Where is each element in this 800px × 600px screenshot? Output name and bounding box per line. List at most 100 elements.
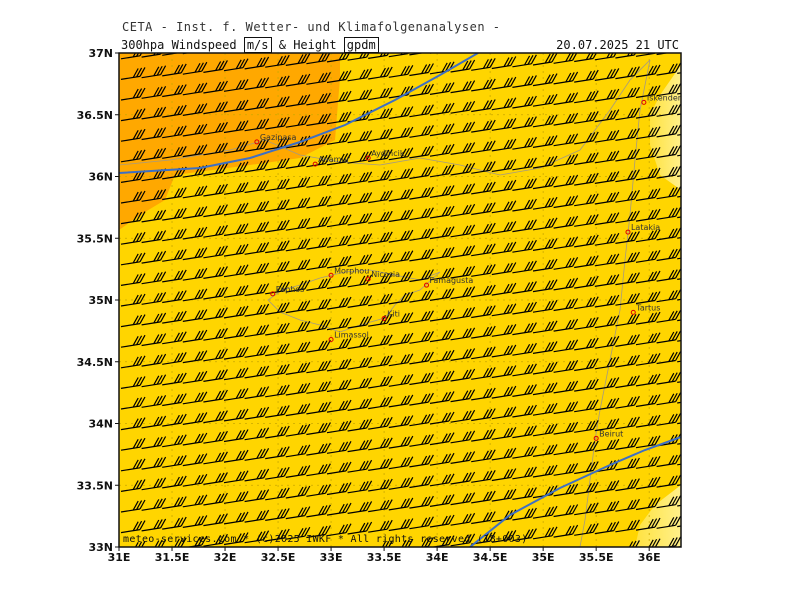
wind-barb xyxy=(574,337,599,351)
wind-barb xyxy=(182,473,208,487)
wind-barb xyxy=(368,272,393,286)
wind-barb xyxy=(429,205,455,219)
wind-barb xyxy=(532,402,558,416)
wind-barb xyxy=(203,121,228,135)
wind-barb xyxy=(656,104,681,117)
wind-barb xyxy=(491,159,517,173)
wind-barb xyxy=(471,470,496,483)
wind-barb xyxy=(285,73,311,87)
wind-barb xyxy=(594,232,620,246)
wind-barb xyxy=(594,274,620,287)
wind-barb xyxy=(141,333,167,347)
y-tick-label: 34.5N xyxy=(77,356,113,369)
wind-barb xyxy=(120,53,143,60)
wind-barb xyxy=(491,262,517,276)
wind-barb xyxy=(512,425,537,439)
wind-barb xyxy=(656,124,681,138)
wind-barb xyxy=(532,382,558,396)
wind-barb xyxy=(471,367,496,380)
wind-barb xyxy=(594,212,620,226)
wind-barb xyxy=(574,90,599,104)
y-tick-label: 36.5N xyxy=(77,109,113,122)
wind-barb xyxy=(553,483,579,497)
wind-barb xyxy=(141,498,167,511)
wind-barb xyxy=(512,95,537,109)
wind-barb xyxy=(512,487,537,500)
wind-barb xyxy=(512,404,537,418)
wind-barb xyxy=(368,519,393,533)
wind-barb xyxy=(409,228,434,241)
wind-barb xyxy=(162,207,187,221)
wind-barb xyxy=(615,86,640,100)
wind-barb xyxy=(223,140,249,154)
wind-barb xyxy=(223,58,249,72)
wind-barb xyxy=(409,454,434,468)
wind-barb xyxy=(512,363,537,377)
wind-barb xyxy=(635,229,661,243)
wind-barb xyxy=(120,252,146,266)
wind-barb xyxy=(141,456,167,470)
wind-barb xyxy=(326,441,352,454)
wind-barb xyxy=(594,191,620,205)
wind-barb xyxy=(450,389,476,403)
city-marker: Paphos xyxy=(270,285,304,297)
wind-barb xyxy=(306,175,331,188)
wind-barb xyxy=(162,352,187,365)
valid-time: 20.07.2025 21 UTC xyxy=(556,38,679,52)
city-marker: Kiti xyxy=(381,310,400,322)
wind-barb xyxy=(450,471,476,485)
wind-barb xyxy=(512,445,537,459)
wind-barb xyxy=(574,275,599,289)
wind-barb xyxy=(698,389,722,401)
y-tick-label: 33N xyxy=(88,541,113,554)
wind-barb xyxy=(265,75,290,89)
wind-barb xyxy=(388,312,414,326)
wind-barb xyxy=(471,284,496,298)
wind-barb xyxy=(491,303,517,317)
wind-barb xyxy=(615,169,640,183)
city-label: Anamur xyxy=(318,155,350,164)
wind-barb xyxy=(615,66,640,80)
wind-barb xyxy=(368,355,393,368)
wind-barb xyxy=(388,291,414,305)
y-tick-label: 34N xyxy=(88,418,113,431)
wind-barb xyxy=(368,252,393,265)
wind-barb xyxy=(512,219,537,233)
wind-barb xyxy=(203,389,228,403)
wind-barb xyxy=(553,463,579,476)
wind-barb xyxy=(141,189,167,202)
wind-barb xyxy=(512,54,537,68)
wind-barb xyxy=(162,104,187,118)
wind-barb xyxy=(182,288,208,302)
wind-barb xyxy=(162,269,187,283)
wind-barb xyxy=(409,413,434,427)
wind-barb xyxy=(368,334,393,348)
wind-barb xyxy=(244,303,270,317)
wind-barb xyxy=(265,35,289,47)
wind-barb xyxy=(182,226,208,240)
wind-barb xyxy=(635,394,661,408)
wind-barb xyxy=(491,530,517,543)
wind-barb xyxy=(471,140,496,154)
wind-barb xyxy=(120,67,146,80)
wind-barb xyxy=(265,157,290,171)
wind-barb xyxy=(347,501,373,514)
wind-barb xyxy=(203,307,228,321)
height-contour-south xyxy=(469,436,681,547)
wind-barb xyxy=(574,523,599,536)
wind-barb xyxy=(203,245,228,259)
wind-barb xyxy=(347,233,373,247)
wind-barb xyxy=(326,276,352,290)
wind-barb xyxy=(223,491,249,504)
wind-barb xyxy=(656,83,681,97)
wind-barbs xyxy=(120,35,722,547)
x-tick-label: 32E xyxy=(214,551,237,564)
wind-barb xyxy=(141,436,167,450)
wind-barb xyxy=(594,315,620,329)
wind-barb xyxy=(388,126,414,140)
wind-barb xyxy=(471,38,495,50)
wind-barb xyxy=(512,528,537,542)
wind-barb xyxy=(615,231,640,244)
wind-barb xyxy=(553,112,579,126)
wind-barb xyxy=(265,487,290,501)
